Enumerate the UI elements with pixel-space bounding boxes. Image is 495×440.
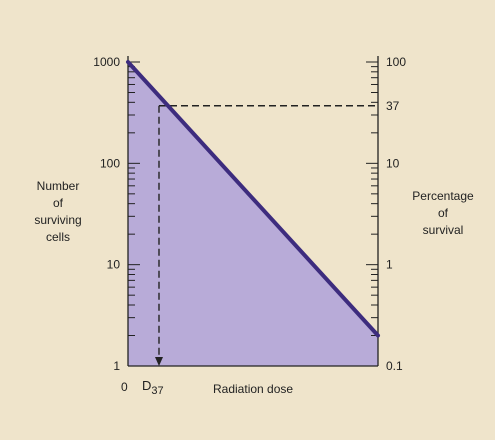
- y-right-label-line: survival: [422, 223, 464, 237]
- x-tick-d37: D37: [142, 378, 164, 397]
- y-right-label-line: of: [437, 206, 448, 220]
- y-left-label-line: of: [52, 196, 63, 210]
- d37-subscript: 37: [151, 385, 164, 397]
- x-tick-zero: 0: [121, 380, 128, 394]
- right-tick-label: 37: [386, 99, 400, 113]
- d37-arrowhead: [154, 357, 163, 366]
- left-axis-ticks: [128, 61, 140, 367]
- y-left-label-line: surviving: [34, 213, 82, 227]
- y-left-label-line: cells: [45, 230, 70, 244]
- right-tick-label: 100: [386, 55, 406, 69]
- left-tick-label: 1000: [93, 55, 120, 69]
- left-tick-label: 10: [107, 258, 121, 272]
- y-right-label-line: Percentage: [412, 189, 474, 203]
- tick-labels: 1 10 100 1000 0.1 1 10 37 100: [93, 55, 406, 373]
- y-left-label-line: Number: [36, 179, 80, 193]
- survival-area-fill: [128, 62, 378, 366]
- right-tick-label: 1: [386, 258, 393, 272]
- right-tick-label: 0.1: [386, 359, 403, 373]
- y-left-axis-label: Number of surviving cells: [22, 178, 94, 246]
- left-tick-label: 1: [113, 359, 120, 373]
- y-right-axis-label: Percentage of survival: [398, 188, 488, 239]
- right-axis-ticks: [366, 61, 378, 367]
- left-tick-label: 100: [100, 156, 120, 170]
- right-tick-label: 10: [386, 156, 400, 170]
- x-axis-label: Radiation dose: [213, 382, 294, 396]
- d37-letter: D: [142, 378, 152, 393]
- survival-curve-line: [126, 60, 380, 338]
